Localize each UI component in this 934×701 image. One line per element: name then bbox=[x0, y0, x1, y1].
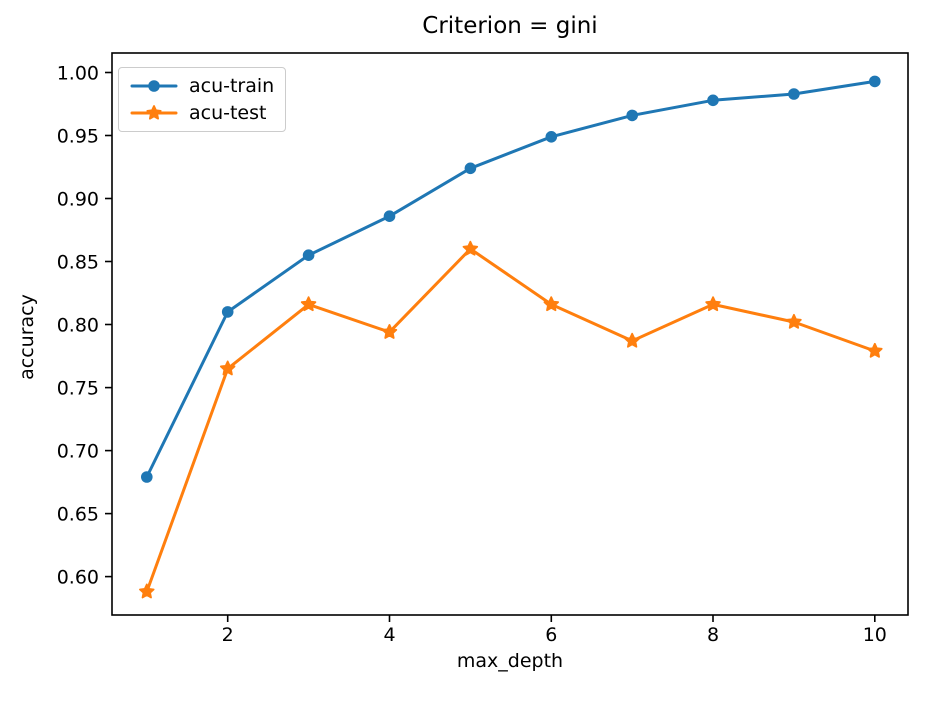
y-tick-label: 0.65 bbox=[57, 504, 99, 526]
data-point-acu-test bbox=[300, 296, 317, 312]
chart-title: Criterion = gini bbox=[422, 13, 598, 39]
legend-circle-marker-icon bbox=[148, 80, 160, 92]
data-point-acu-train bbox=[221, 306, 234, 318]
legend: acu-train acu-test bbox=[118, 67, 287, 132]
data-point-acu-train bbox=[383, 210, 396, 222]
data-point-acu-train bbox=[626, 109, 638, 122]
x-tick-label: 2 bbox=[222, 624, 234, 646]
series-line-acu-test bbox=[145, 247, 877, 594]
data-point-acu-test bbox=[462, 240, 479, 256]
legend-item-acu-test: acu-test bbox=[130, 102, 274, 124]
data-point-acu-train bbox=[141, 471, 153, 483]
axes-spines bbox=[111, 52, 909, 616]
legend-star-marker-icon bbox=[146, 105, 162, 120]
y-axis-label: accuracy bbox=[16, 294, 38, 380]
y-tick-label: 0.75 bbox=[57, 378, 99, 400]
legend-label-acu-train: acu-train bbox=[189, 75, 275, 97]
data-point-acu-test bbox=[867, 342, 883, 358]
data-point-acu-test bbox=[139, 583, 155, 599]
data-point-acu-train bbox=[788, 88, 800, 100]
legend-line-circle-icon bbox=[130, 80, 178, 92]
legend-item-acu-train: acu-train bbox=[130, 75, 274, 97]
data-point-acu-train bbox=[464, 162, 477, 175]
data-point-acu-test bbox=[705, 296, 721, 312]
y-tick-label: 1.00 bbox=[57, 63, 99, 85]
data-point-acu-test bbox=[786, 313, 802, 329]
data-point-acu-train bbox=[707, 94, 719, 107]
y-tick-label: 0.80 bbox=[57, 315, 99, 337]
data-point-acu-test bbox=[381, 324, 398, 339]
data-point-acu-test bbox=[219, 360, 236, 376]
data-point-acu-train bbox=[302, 249, 315, 261]
y-tick-label: 0.60 bbox=[57, 567, 99, 589]
x-tick-label: 4 bbox=[383, 624, 395, 646]
x-tick-label: 6 bbox=[545, 624, 557, 646]
data-point-acu-train bbox=[869, 75, 881, 88]
legend-label-acu-test: acu-test bbox=[189, 102, 267, 124]
data-point-acu-test bbox=[543, 296, 559, 312]
x-tick-label: 8 bbox=[707, 624, 719, 646]
y-tick-label: 0.95 bbox=[57, 126, 99, 148]
y-tick-label: 0.70 bbox=[57, 441, 99, 463]
data-point-acu-test bbox=[624, 332, 640, 348]
y-tick-label: 0.85 bbox=[57, 252, 99, 274]
y-tick-label: 0.90 bbox=[57, 189, 99, 211]
series-line-acu-train bbox=[145, 79, 877, 479]
legend-line-star-icon bbox=[130, 105, 178, 120]
x-axis-label: max_depth bbox=[456, 650, 564, 672]
x-tick-label: 10 bbox=[863, 624, 887, 646]
data-point-acu-train bbox=[545, 131, 558, 143]
